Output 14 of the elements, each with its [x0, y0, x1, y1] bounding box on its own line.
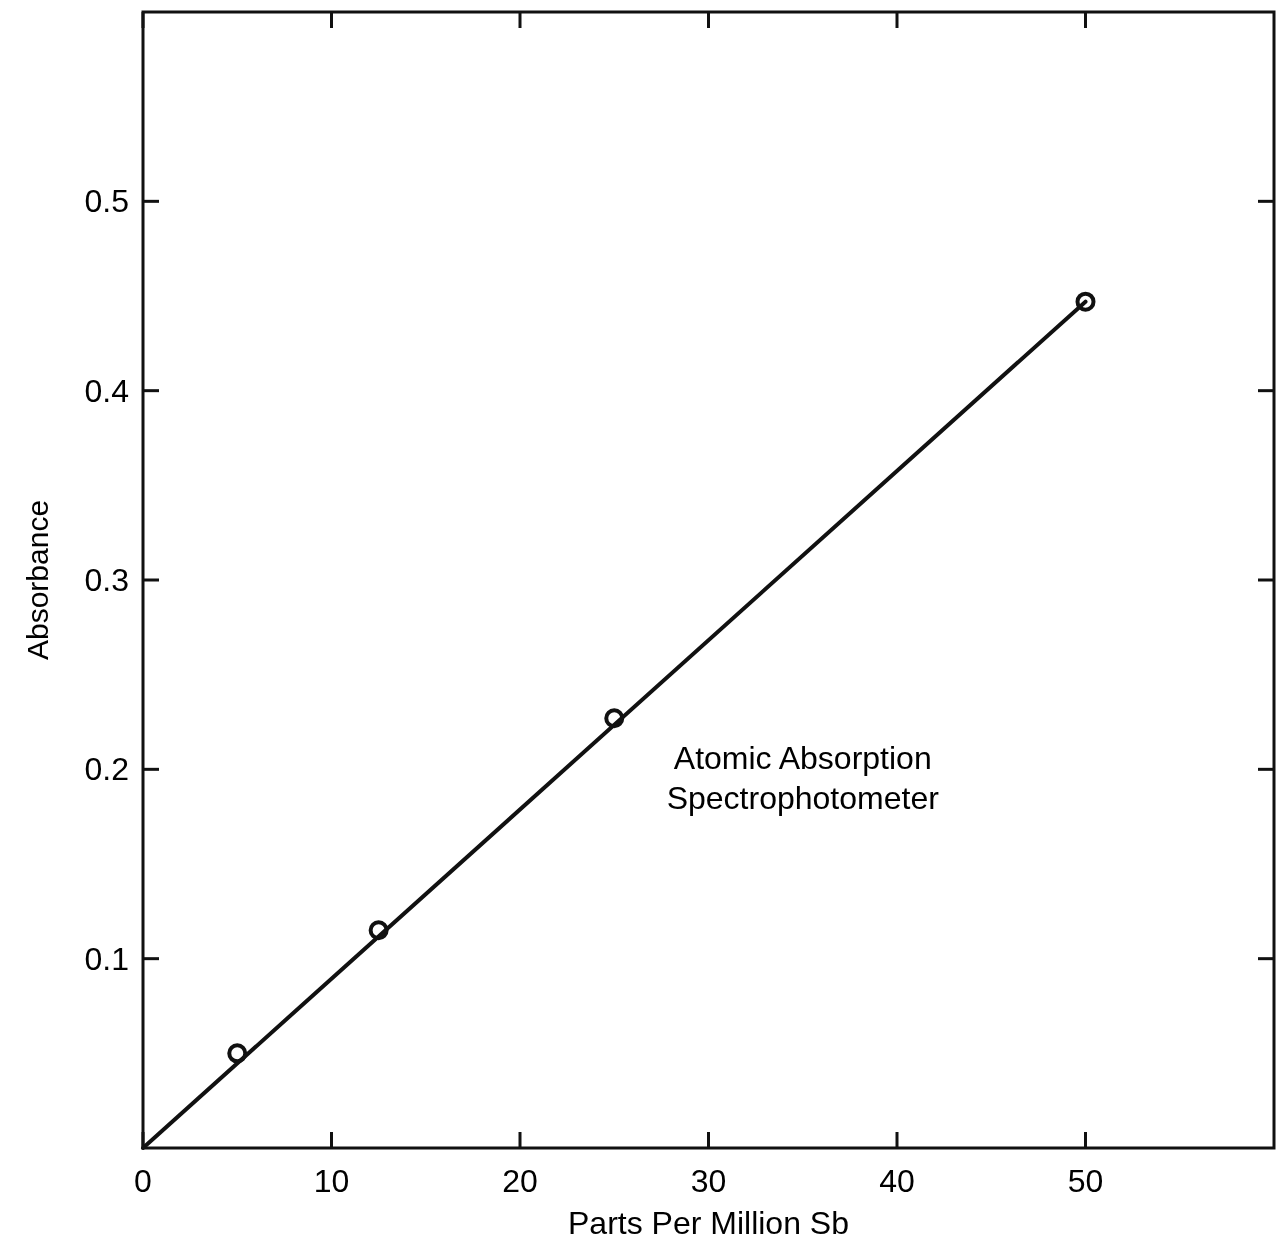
annotation: Atomic Absorption Spectrophotometer: [666, 740, 940, 817]
y-tick-label: 0.5: [84, 183, 129, 220]
y-tick-label: 0.2: [84, 751, 129, 788]
x-tick-label: 20: [502, 1163, 538, 1199]
y-axis-title: Absorbance: [21, 499, 54, 661]
x-tick-label: 50: [1067, 1163, 1104, 1199]
y-tick-label: 0.4: [84, 372, 129, 409]
x-tick-label: 10: [313, 1163, 350, 1199]
y-tick-label: 0.3: [84, 562, 129, 598]
x-tick-label: 30: [690, 1163, 727, 1199]
y-tick-label: 0.1: [84, 940, 129, 977]
x-tick-label: 40: [879, 1163, 915, 1199]
x-tick-label: 0: [134, 1163, 152, 1199]
x-axis-title: Parts Per Million Sb: [568, 1205, 849, 1241]
